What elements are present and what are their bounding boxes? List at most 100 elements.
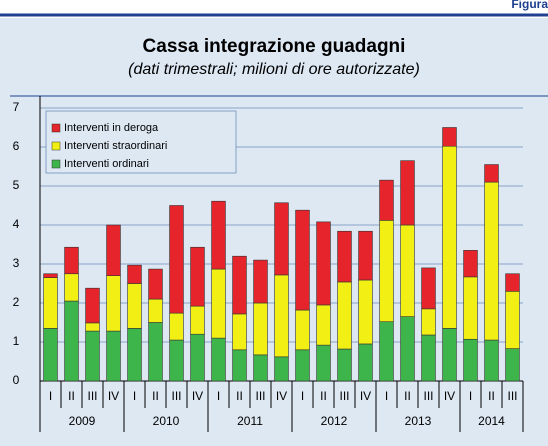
y-tick-label: 5: [13, 178, 20, 192]
bar-segment: [379, 179, 394, 221]
bar-segment: [85, 322, 100, 332]
bar-segment: [232, 255, 247, 315]
chart-title: Cassa integrazione guadagni: [143, 36, 406, 57]
bar-segment: [379, 321, 394, 382]
bar-segment: [232, 313, 247, 351]
header: Figura: [511, 0, 548, 11]
bar-segment: [505, 348, 520, 382]
x-tick-label: II: [236, 389, 243, 403]
bar-segment: [400, 316, 415, 382]
chart-subtitle: (dati trimestrali; milioni di ore autori…: [128, 61, 420, 78]
bar-segment: [337, 348, 352, 382]
bar-segment: [358, 230, 373, 281]
bar-segment: [169, 205, 184, 314]
bar-segment: [190, 333, 205, 382]
bar-segment: [295, 309, 310, 351]
bar-segment: [85, 287, 100, 324]
legend-label: Interventi in deroga: [64, 122, 159, 134]
bar-segment: [232, 349, 247, 382]
bar-segment: [484, 181, 499, 341]
bar-segment: [106, 224, 121, 277]
bar-segment: [43, 328, 58, 382]
x-tick-label: IV: [108, 389, 119, 403]
bar-segment: [400, 160, 415, 226]
x-tick-label: I: [133, 389, 136, 403]
x-tick-label: I: [217, 389, 220, 403]
x-tick-label: IV: [360, 389, 371, 403]
bar-segment: [442, 145, 457, 329]
year-label: 2010: [153, 414, 180, 428]
bar-segment: [463, 250, 478, 278]
bar-segment: [253, 354, 268, 382]
y-tick-label: 1: [13, 334, 20, 348]
bar-segment: [169, 312, 184, 341]
bar-segment: [148, 322, 163, 382]
bar-segment: [358, 279, 373, 345]
x-tick-label: II: [152, 389, 159, 403]
legend-label: Interventi ordinari: [64, 158, 149, 170]
bar-segment: [421, 267, 436, 310]
bar-segment: [274, 202, 289, 276]
bar-segment: [337, 281, 352, 350]
bar-segment: [274, 274, 289, 358]
bar-segment: [85, 330, 100, 382]
bar-segment: [64, 273, 79, 302]
bar-segment: [463, 276, 478, 340]
bar-segment: [169, 339, 184, 382]
x-tick-label: III: [87, 389, 97, 403]
bar-segment: [400, 224, 415, 317]
x-tick-label: I: [385, 389, 388, 403]
x-tick-label: IV: [444, 389, 455, 403]
bar-segment: [43, 277, 58, 329]
bar-segment: [211, 200, 226, 270]
bar-segment: [442, 328, 457, 382]
x-tick-label: II: [320, 389, 327, 403]
bar-segment: [316, 344, 331, 382]
y-tick-label: 3: [13, 256, 20, 270]
bar-segment: [43, 273, 58, 278]
legend-swatch: [51, 123, 61, 133]
bar-segment: [127, 283, 142, 329]
x-tick-label: III: [339, 389, 349, 403]
bar-segment: [64, 246, 79, 275]
legend-swatch: [51, 141, 61, 151]
bar-segment: [253, 259, 268, 304]
bar-segment: [316, 304, 331, 346]
bar-segment: [505, 273, 520, 292]
bar-segment: [337, 230, 352, 283]
y-tick-label: 2: [13, 295, 20, 309]
y-tick-label: 7: [13, 100, 20, 114]
legend-swatch: [51, 159, 61, 169]
bar-segment: [127, 264, 142, 284]
bar-segment: [295, 349, 310, 382]
bar-segment: [127, 328, 142, 382]
year-label: 2011: [237, 414, 263, 428]
bar-segment: [253, 302, 268, 356]
year-label: 2009: [69, 414, 96, 428]
year-label: 2012: [321, 414, 348, 428]
legend-label: Interventi straordinari: [64, 140, 167, 152]
x-tick-label: III: [507, 389, 517, 403]
x-tick-label: III: [423, 389, 433, 403]
bar-segment: [505, 290, 520, 349]
y-tick-label: 6: [13, 139, 20, 153]
bar-segment: [421, 334, 436, 382]
bar-segment: [211, 337, 226, 382]
x-tick-label: II: [404, 389, 411, 403]
x-tick-label: III: [255, 389, 265, 403]
bar-segment: [484, 164, 499, 183]
x-tick-label: III: [171, 389, 181, 403]
x-tick-label: I: [469, 389, 472, 403]
year-label: 2014: [478, 414, 505, 428]
bar-segment: [190, 305, 205, 335]
x-tick-label: I: [301, 389, 304, 403]
bar-segment: [316, 221, 331, 306]
bar-segment: [442, 127, 457, 147]
x-tick-label: IV: [192, 389, 203, 403]
x-tick-label: II: [488, 389, 495, 403]
bar-segment: [190, 246, 205, 307]
x-tick-label: IV: [276, 389, 287, 403]
y-tick-label: 0: [13, 373, 20, 387]
bar-segment: [379, 220, 394, 323]
bar-segment: [484, 339, 499, 382]
